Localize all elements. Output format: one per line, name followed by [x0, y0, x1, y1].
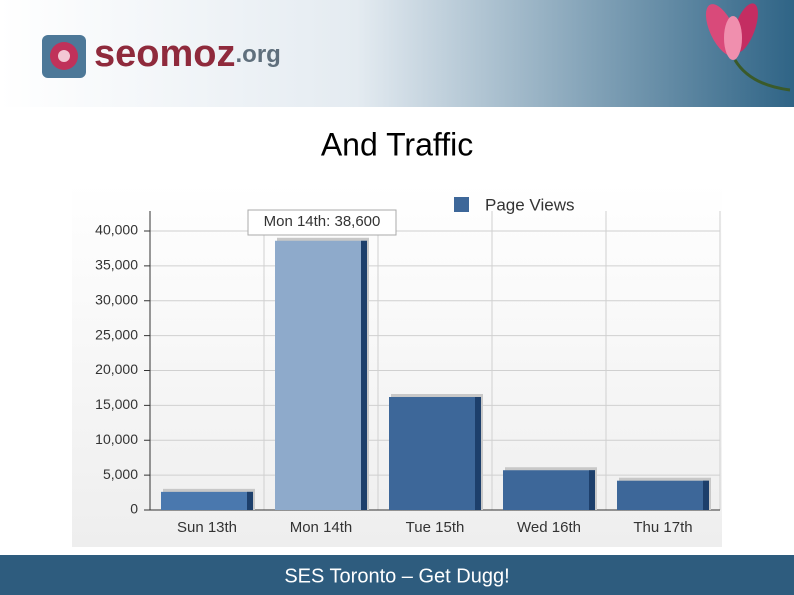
- annotation-box: [247, 209, 397, 236]
- y-tick-label: 35,000: [95, 257, 138, 273]
- legend-swatch: [454, 197, 469, 212]
- y-tick-label: 20,000: [95, 361, 138, 377]
- y-tick-label: 40,000: [95, 222, 138, 238]
- x-tick-label: Sun 13th: [177, 519, 237, 536]
- footer-band: [0, 555, 794, 595]
- x-tick-label: Mon 14th: [290, 519, 353, 536]
- bar: [161, 491, 253, 510]
- footer-text: SES Toronto – Get Dugg!: [284, 565, 509, 587]
- x-tick-label: Wed 16th: [517, 519, 581, 536]
- bar: [617, 480, 709, 510]
- chart-title: And Traffic: [321, 126, 473, 162]
- x-tick-label: Tue 15th: [406, 519, 465, 536]
- logo-name: seomoz: [94, 33, 235, 75]
- y-tick-label: 0: [130, 501, 138, 517]
- logo-flower-center: [58, 50, 70, 62]
- bar-edge: [247, 491, 253, 510]
- bar-edge: [703, 480, 709, 510]
- y-tick-label: 30,000: [95, 291, 138, 307]
- x-tick-label: Thu 17th: [633, 519, 692, 536]
- logo-text: seomoz.org: [94, 33, 281, 75]
- flower-decoration: [705, 3, 791, 92]
- bar: [275, 240, 367, 510]
- header-band: [0, 0, 794, 107]
- bar-edge: [589, 470, 595, 510]
- bar: [389, 397, 481, 510]
- y-tick-label: 5,000: [103, 466, 138, 482]
- annotation: Mon 14th: 38,600: [264, 213, 381, 230]
- y-tick-label: 25,000: [95, 326, 138, 342]
- bar-edge: [361, 240, 367, 510]
- logo-suffix: .org: [235, 41, 280, 68]
- legend-label: Page Views: [485, 195, 574, 214]
- y-tick-label: 15,000: [95, 396, 138, 412]
- bar-edge: [475, 397, 481, 510]
- bar: [503, 470, 595, 510]
- y-tick-label: 10,000: [95, 431, 138, 447]
